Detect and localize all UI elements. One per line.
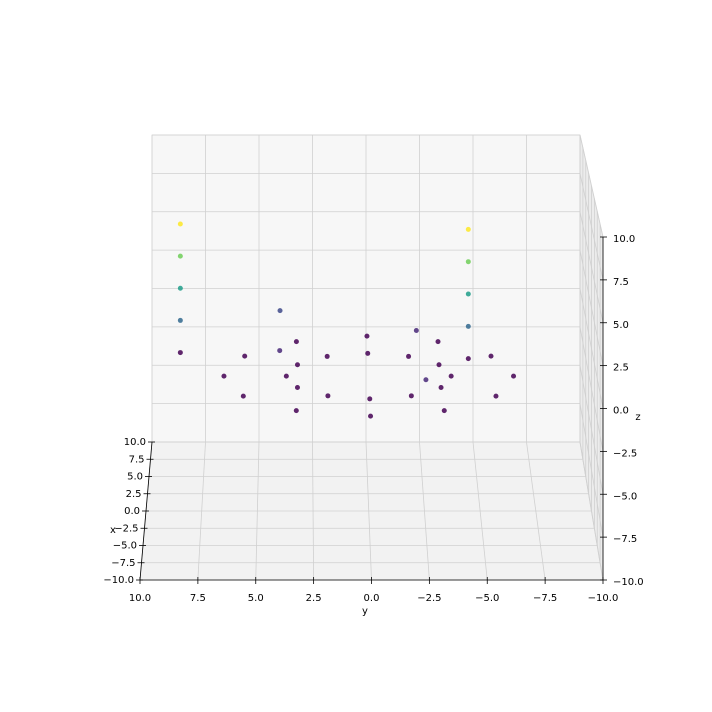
z-tick-label: −10.0 bbox=[613, 577, 644, 588]
x-tick-label: 5.0 bbox=[127, 472, 143, 483]
point bbox=[364, 333, 370, 339]
point bbox=[177, 253, 183, 259]
points bbox=[177, 221, 517, 419]
y-tick-label: 5.0 bbox=[248, 593, 264, 604]
x-axis-label: x bbox=[110, 525, 116, 536]
grid-line bbox=[579, 326, 604, 452]
point bbox=[465, 356, 471, 362]
point bbox=[177, 285, 183, 291]
point bbox=[465, 259, 471, 265]
panes bbox=[139, 134, 604, 581]
grid-line bbox=[365, 441, 372, 581]
x-tick-label: −2.5 bbox=[114, 523, 138, 534]
z-tick-label: −5.0 bbox=[613, 491, 637, 502]
grid-line bbox=[526, 441, 546, 581]
point bbox=[177, 317, 183, 323]
point bbox=[324, 353, 330, 359]
point bbox=[448, 373, 454, 379]
point bbox=[465, 291, 471, 297]
grid-line bbox=[579, 173, 604, 280]
z-tick-label: 2.5 bbox=[613, 363, 629, 374]
point bbox=[493, 393, 499, 399]
y-tick-label: −10.0 bbox=[588, 593, 619, 604]
y-tick-label: −5.0 bbox=[475, 593, 499, 604]
grid bbox=[139, 134, 604, 581]
y-tick-label: 0.0 bbox=[364, 593, 380, 604]
x-tick-label: −10.0 bbox=[103, 575, 134, 586]
point bbox=[365, 350, 371, 356]
point bbox=[435, 339, 441, 345]
point bbox=[436, 362, 442, 368]
point bbox=[465, 323, 471, 329]
z-tick-label: 7.5 bbox=[613, 277, 629, 288]
point bbox=[465, 226, 471, 232]
y-tick-label: −2.5 bbox=[417, 593, 441, 604]
point bbox=[294, 385, 300, 391]
grid-line bbox=[255, 441, 260, 581]
grid-line bbox=[579, 134, 604, 238]
point bbox=[294, 362, 300, 368]
point bbox=[177, 350, 183, 356]
grid-line bbox=[579, 365, 604, 495]
point bbox=[177, 221, 183, 227]
point bbox=[221, 373, 227, 379]
point bbox=[293, 339, 299, 345]
grid-line bbox=[579, 288, 604, 409]
y-axis-label: y bbox=[362, 606, 368, 617]
grid-line bbox=[579, 441, 604, 581]
point bbox=[441, 408, 447, 414]
y-tick-label: −7.5 bbox=[533, 593, 557, 604]
x-tick-label: 10.0 bbox=[124, 437, 146, 448]
point bbox=[293, 408, 299, 414]
point bbox=[240, 393, 246, 399]
grid-line bbox=[579, 403, 604, 538]
z-tick-label: −7.5 bbox=[613, 534, 637, 545]
point bbox=[413, 328, 419, 333]
axes: −10.0 −7.5 −5.0 −2.5 0.0 2.5 5.0 7.5 10.0 10.0 7.5… bbox=[103, 234, 643, 604]
x-tick-label: 2.5 bbox=[126, 489, 142, 500]
grid-line bbox=[197, 441, 206, 581]
grid-line bbox=[312, 441, 315, 581]
point bbox=[325, 393, 331, 399]
x-tick-label: −7.5 bbox=[111, 558, 135, 569]
grid-line bbox=[419, 441, 430, 581]
z-tick-label: 5.0 bbox=[613, 320, 629, 331]
point bbox=[242, 353, 248, 359]
point bbox=[277, 348, 283, 354]
z-tick-label: 10.0 bbox=[613, 234, 635, 245]
z-axis-label: z bbox=[635, 412, 640, 423]
x-tick-label: −5.0 bbox=[113, 541, 137, 552]
y-tick-label: 10.0 bbox=[129, 593, 151, 604]
y-tick-label: 7.5 bbox=[190, 593, 206, 604]
x-tick-label: 0.0 bbox=[124, 506, 140, 517]
point bbox=[488, 353, 494, 359]
point bbox=[277, 308, 283, 314]
grid-line bbox=[472, 441, 488, 581]
grid-line bbox=[579, 211, 604, 323]
z-tick-label: 0.0 bbox=[613, 406, 629, 417]
point bbox=[511, 373, 517, 379]
point bbox=[408, 393, 414, 399]
z-tick-label: −2.5 bbox=[613, 448, 637, 459]
point bbox=[283, 373, 289, 379]
axis-line bbox=[139, 441, 153, 581]
point bbox=[368, 413, 374, 419]
x-tick-label: 7.5 bbox=[129, 454, 145, 465]
point bbox=[423, 377, 429, 383]
grid-line bbox=[579, 250, 604, 366]
point bbox=[438, 385, 444, 391]
y-tick-label: 2.5 bbox=[306, 593, 322, 604]
point bbox=[367, 396, 373, 402]
point bbox=[406, 353, 412, 359]
